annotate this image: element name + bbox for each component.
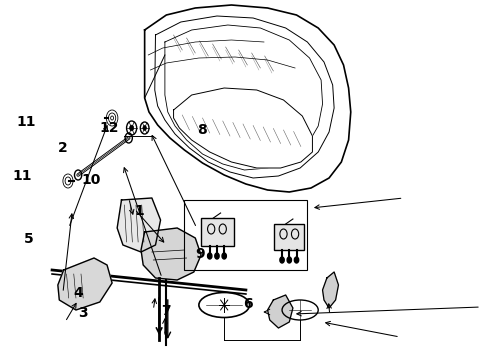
Circle shape — [222, 253, 226, 259]
Text: 10: 10 — [81, 173, 101, 187]
Text: 7: 7 — [161, 305, 171, 318]
Text: 4: 4 — [73, 287, 83, 300]
Circle shape — [280, 257, 284, 263]
Circle shape — [143, 126, 147, 130]
Bar — [201, 218, 234, 246]
Polygon shape — [173, 88, 313, 168]
Circle shape — [287, 257, 292, 263]
Bar — [274, 224, 304, 250]
Circle shape — [208, 253, 212, 259]
Circle shape — [294, 257, 299, 263]
Bar — [184, 200, 307, 270]
Text: 12: 12 — [99, 121, 119, 135]
Polygon shape — [141, 228, 201, 280]
Text: 8: 8 — [197, 123, 207, 136]
Polygon shape — [58, 258, 112, 310]
Text: 11: 11 — [16, 116, 35, 129]
Text: 5: 5 — [24, 233, 34, 246]
Circle shape — [129, 125, 134, 131]
Polygon shape — [117, 198, 161, 252]
Text: 1: 1 — [135, 204, 145, 217]
Text: 11: 11 — [12, 170, 32, 183]
Text: 6: 6 — [243, 297, 252, 311]
Polygon shape — [268, 295, 293, 328]
Polygon shape — [322, 272, 339, 308]
Circle shape — [215, 253, 219, 259]
Text: 9: 9 — [196, 247, 205, 261]
Text: 2: 2 — [58, 141, 67, 154]
Text: 3: 3 — [78, 306, 88, 320]
